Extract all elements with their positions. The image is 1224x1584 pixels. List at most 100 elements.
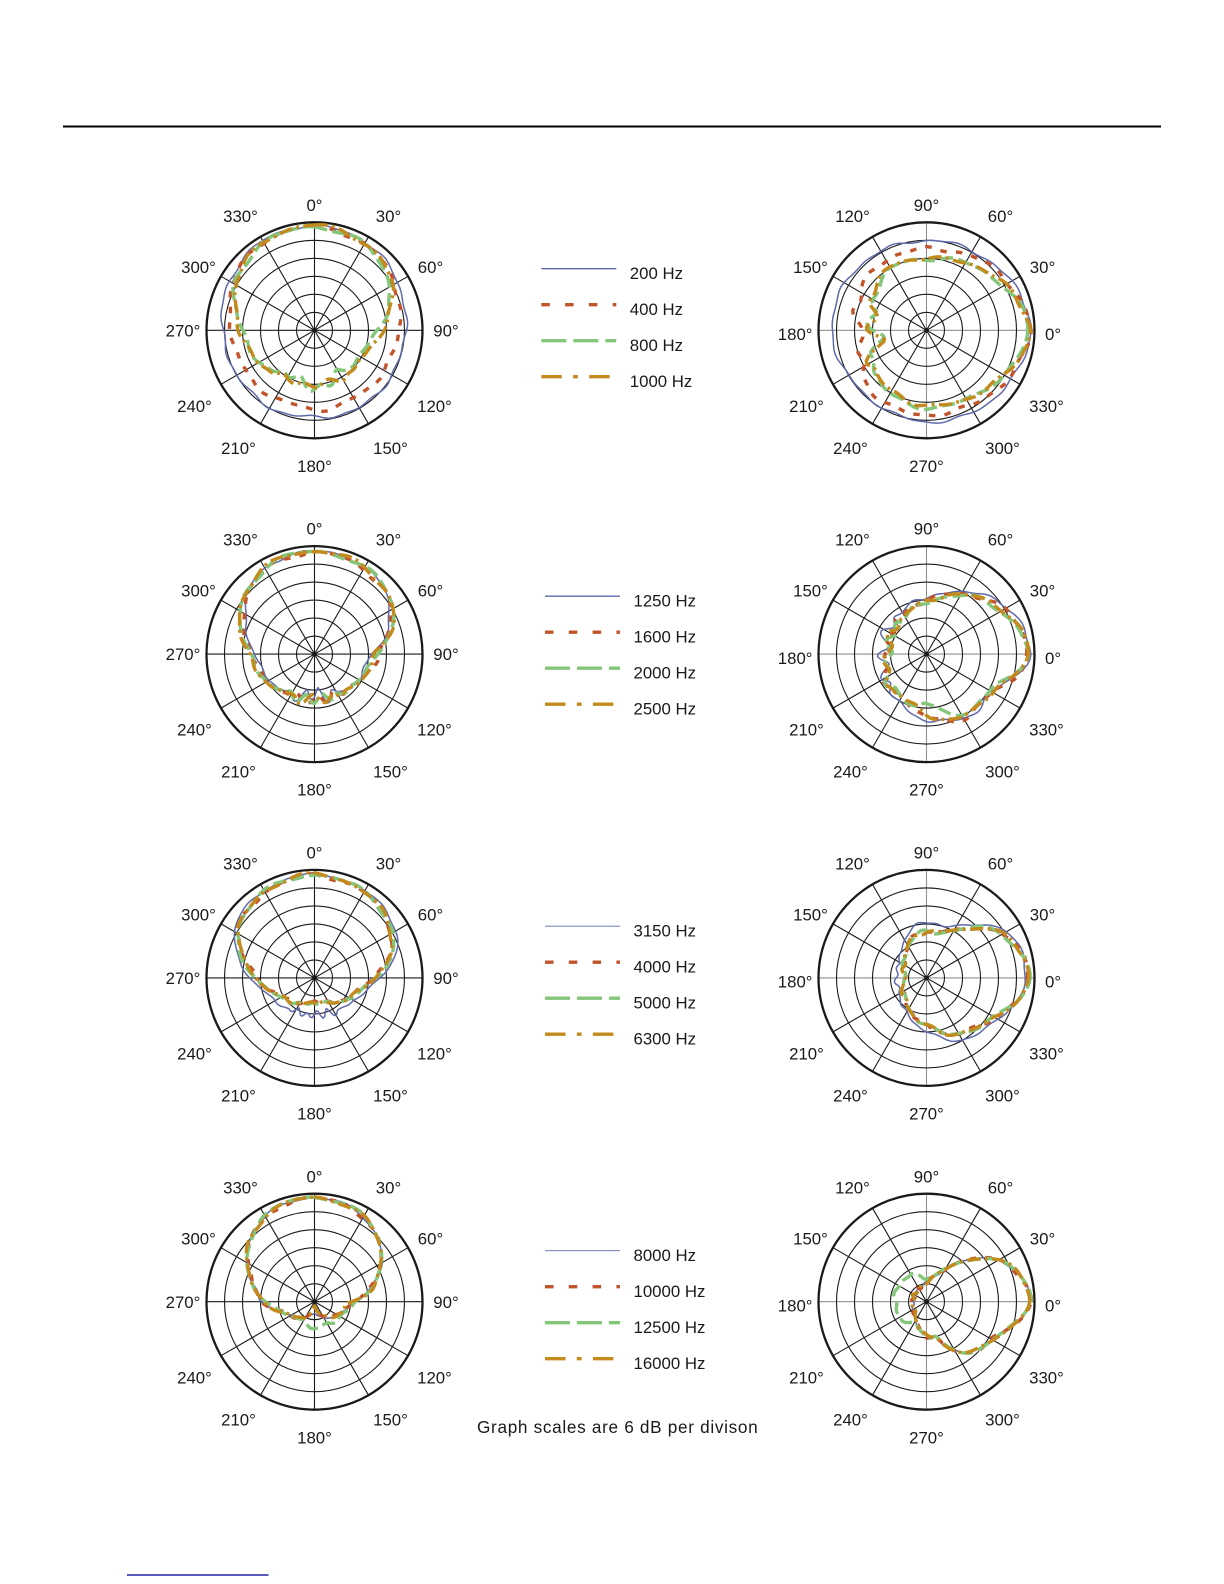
- svg-text:12500 Hz: 12500 Hz: [634, 1318, 706, 1337]
- svg-text:1600 Hz: 1600 Hz: [634, 627, 697, 646]
- svg-text:180°: 180°: [778, 973, 813, 992]
- svg-text:180°: 180°: [297, 781, 332, 800]
- svg-text:30°: 30°: [376, 855, 401, 874]
- svg-text:300°: 300°: [985, 763, 1020, 782]
- svg-text:60°: 60°: [988, 855, 1013, 874]
- svg-text:300°: 300°: [181, 258, 216, 277]
- svg-text:120°: 120°: [417, 721, 452, 740]
- svg-text:120°: 120°: [417, 397, 452, 416]
- svg-text:400 Hz: 400 Hz: [630, 300, 683, 319]
- svg-text:180°: 180°: [297, 457, 332, 476]
- svg-text:90°: 90°: [914, 1167, 939, 1186]
- svg-text:210°: 210°: [221, 1410, 256, 1429]
- svg-text:90°: 90°: [914, 844, 939, 863]
- svg-text:30°: 30°: [1030, 906, 1055, 925]
- svg-text:210°: 210°: [221, 439, 256, 458]
- svg-text:120°: 120°: [417, 1045, 452, 1064]
- svg-text:90°: 90°: [433, 321, 458, 340]
- svg-text:200 Hz: 200 Hz: [630, 264, 683, 283]
- svg-text:0°: 0°: [306, 844, 322, 863]
- svg-text:330°: 330°: [1029, 1045, 1064, 1064]
- svg-text:90°: 90°: [433, 969, 458, 988]
- svg-text:270°: 270°: [909, 1105, 944, 1124]
- svg-text:150°: 150°: [373, 439, 408, 458]
- svg-text:210°: 210°: [789, 1368, 824, 1387]
- svg-text:270°: 270°: [166, 1293, 201, 1312]
- svg-text:30°: 30°: [376, 1178, 401, 1197]
- svg-text:240°: 240°: [177, 1368, 212, 1387]
- svg-text:60°: 60°: [418, 258, 443, 277]
- svg-text:3150 Hz: 3150 Hz: [634, 921, 697, 940]
- svg-text:60°: 60°: [418, 582, 443, 601]
- svg-text:0°: 0°: [1045, 973, 1061, 992]
- svg-text:8000 Hz: 8000 Hz: [634, 1246, 697, 1265]
- svg-text:210°: 210°: [221, 763, 256, 782]
- svg-text:30°: 30°: [1030, 1229, 1055, 1248]
- svg-text:60°: 60°: [988, 1178, 1013, 1197]
- svg-text:330°: 330°: [1029, 397, 1064, 416]
- svg-text:30°: 30°: [1030, 582, 1055, 601]
- svg-text:120°: 120°: [835, 207, 870, 226]
- svg-text:6300 Hz: 6300 Hz: [634, 1029, 697, 1048]
- svg-text:150°: 150°: [373, 763, 408, 782]
- svg-text:240°: 240°: [833, 439, 868, 458]
- svg-text:150°: 150°: [793, 258, 828, 277]
- svg-text:270°: 270°: [166, 969, 201, 988]
- svg-text:90°: 90°: [914, 196, 939, 215]
- svg-text:90°: 90°: [914, 520, 939, 539]
- svg-text:180°: 180°: [778, 325, 813, 344]
- svg-text:120°: 120°: [835, 1178, 870, 1197]
- svg-text:180°: 180°: [778, 649, 813, 668]
- svg-text:0°: 0°: [306, 1167, 322, 1186]
- svg-text:150°: 150°: [373, 1410, 408, 1429]
- svg-text:240°: 240°: [177, 397, 212, 416]
- svg-text:330°: 330°: [223, 207, 258, 226]
- svg-text:60°: 60°: [988, 531, 1013, 550]
- svg-text:2500 Hz: 2500 Hz: [634, 699, 697, 718]
- svg-text:1000 Hz: 1000 Hz: [630, 372, 693, 391]
- svg-text:800 Hz: 800 Hz: [630, 336, 683, 355]
- svg-text:300°: 300°: [181, 582, 216, 601]
- svg-text:300°: 300°: [985, 439, 1020, 458]
- svg-text:0°: 0°: [1045, 325, 1061, 344]
- svg-text:330°: 330°: [1029, 1368, 1064, 1387]
- svg-text:270°: 270°: [909, 457, 944, 476]
- svg-text:1250 Hz: 1250 Hz: [634, 591, 697, 610]
- svg-text:0°: 0°: [1045, 649, 1061, 668]
- svg-text:0°: 0°: [1045, 1296, 1061, 1315]
- svg-text:240°: 240°: [833, 763, 868, 782]
- svg-text:120°: 120°: [417, 1368, 452, 1387]
- svg-text:60°: 60°: [418, 906, 443, 925]
- svg-text:300°: 300°: [181, 1229, 216, 1248]
- svg-text:30°: 30°: [376, 531, 401, 550]
- svg-text:270°: 270°: [166, 645, 201, 664]
- svg-text:240°: 240°: [177, 1045, 212, 1064]
- svg-text:0°: 0°: [306, 196, 322, 215]
- svg-text:240°: 240°: [833, 1087, 868, 1106]
- svg-text:60°: 60°: [988, 207, 1013, 226]
- svg-text:90°: 90°: [433, 645, 458, 664]
- svg-text:270°: 270°: [909, 1428, 944, 1447]
- svg-text:240°: 240°: [833, 1410, 868, 1429]
- svg-text:150°: 150°: [373, 1087, 408, 1106]
- svg-text:330°: 330°: [223, 1178, 258, 1197]
- svg-text:30°: 30°: [376, 207, 401, 226]
- svg-text:180°: 180°: [297, 1105, 332, 1124]
- svg-text:300°: 300°: [181, 906, 216, 925]
- svg-text:150°: 150°: [793, 1229, 828, 1248]
- svg-text:150°: 150°: [793, 582, 828, 601]
- svg-text:270°: 270°: [166, 321, 201, 340]
- svg-text:150°: 150°: [793, 906, 828, 925]
- svg-text:16000 Hz: 16000 Hz: [634, 1354, 706, 1373]
- svg-text:240°: 240°: [177, 721, 212, 740]
- svg-text:120°: 120°: [835, 855, 870, 874]
- svg-text:210°: 210°: [789, 397, 824, 416]
- svg-text:4000 Hz: 4000 Hz: [634, 957, 697, 976]
- svg-text:210°: 210°: [221, 1087, 256, 1106]
- svg-text:120°: 120°: [835, 531, 870, 550]
- svg-text:30°: 30°: [1030, 258, 1055, 277]
- svg-text:10000 Hz: 10000 Hz: [634, 1282, 706, 1301]
- svg-text:300°: 300°: [985, 1410, 1020, 1429]
- svg-text:90°: 90°: [433, 1293, 458, 1312]
- svg-text:0°: 0°: [306, 520, 322, 539]
